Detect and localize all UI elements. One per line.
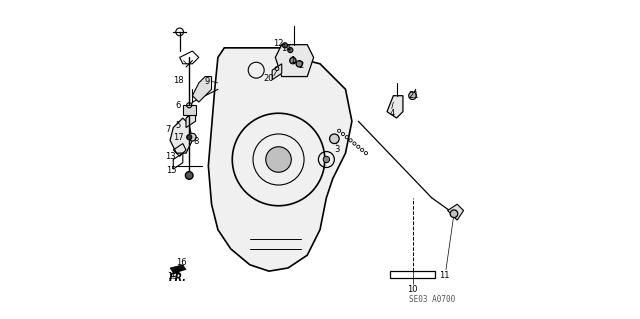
Text: 6: 6 [175, 101, 180, 110]
Polygon shape [183, 105, 196, 115]
Circle shape [296, 61, 303, 67]
Text: 10: 10 [407, 285, 418, 294]
Circle shape [282, 43, 287, 48]
Circle shape [186, 172, 193, 179]
Text: 20: 20 [264, 74, 274, 83]
Text: 19: 19 [168, 272, 178, 281]
Circle shape [323, 156, 330, 163]
Polygon shape [170, 265, 186, 273]
Text: 2: 2 [298, 61, 303, 70]
Text: 17: 17 [173, 133, 183, 142]
Circle shape [266, 147, 291, 172]
Text: 13: 13 [165, 152, 176, 161]
Polygon shape [209, 48, 352, 271]
Circle shape [189, 133, 196, 141]
Polygon shape [272, 64, 282, 80]
Circle shape [450, 210, 458, 218]
Text: 14: 14 [281, 44, 292, 53]
Text: 5: 5 [175, 121, 180, 130]
Text: 16: 16 [176, 258, 186, 267]
Text: 15: 15 [166, 166, 176, 174]
Text: 4: 4 [389, 109, 394, 118]
Text: 18: 18 [173, 76, 183, 85]
Circle shape [288, 48, 293, 53]
Text: 9: 9 [204, 77, 209, 86]
Polygon shape [275, 45, 314, 77]
Text: 8: 8 [193, 137, 198, 146]
Polygon shape [387, 96, 403, 118]
Circle shape [290, 57, 296, 64]
Polygon shape [170, 118, 193, 153]
Text: 12: 12 [273, 39, 284, 48]
Circle shape [330, 134, 339, 144]
Polygon shape [193, 77, 212, 102]
Polygon shape [186, 112, 196, 128]
Circle shape [409, 92, 417, 100]
Polygon shape [447, 204, 463, 220]
Text: 21: 21 [409, 91, 419, 100]
Text: 11: 11 [439, 271, 450, 280]
Circle shape [187, 135, 192, 140]
Text: 1: 1 [291, 56, 296, 65]
Text: 7: 7 [166, 125, 171, 134]
Text: FR.: FR. [169, 272, 187, 283]
Text: 3: 3 [334, 145, 340, 154]
Text: SE03 A0700: SE03 A0700 [408, 295, 455, 304]
